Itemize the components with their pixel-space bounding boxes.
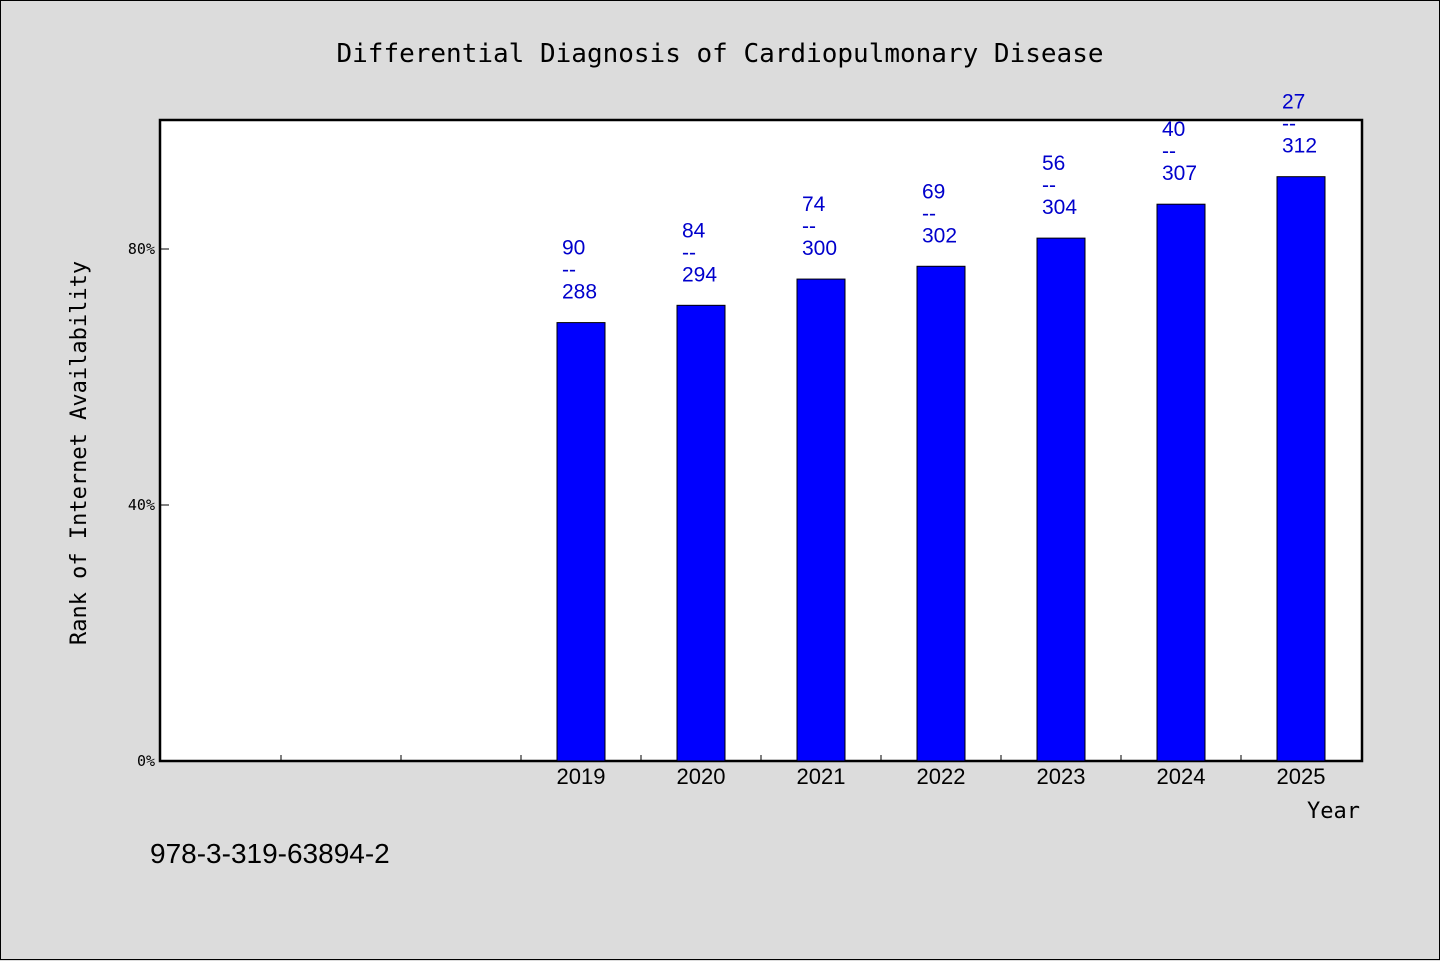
data-label-bottom: 312 [1282, 135, 1317, 158]
data-label-bottom: 300 [802, 237, 837, 260]
data-label-separator: -- [922, 202, 936, 225]
bar-2021 [796, 278, 846, 762]
data-label-separator: -- [1162, 140, 1176, 163]
x-axis-label: Year [1307, 799, 1360, 824]
x-tick-label: 2024 [1157, 764, 1206, 789]
data-label-separator: -- [802, 215, 816, 238]
data-label-bottom: 288 [562, 281, 597, 304]
data-label-top: 40 [1162, 118, 1185, 141]
data-label-top: 84 [682, 219, 706, 242]
data-label-top: 90 [562, 237, 585, 260]
y-tick-label: 80% [128, 240, 155, 258]
bar-2024 [1156, 203, 1206, 762]
data-label-top: 74 [802, 193, 826, 216]
x-tick-label: 2023 [1037, 764, 1086, 789]
data-label-bottom: 304 [1042, 196, 1077, 219]
y-tick-label: 40% [128, 496, 155, 514]
bar-2022 [916, 265, 966, 762]
y-tick-label: 0% [137, 752, 155, 770]
data-label-top: 69 [922, 180, 945, 203]
data-labels-group: 90--28884--29474--30069--30256--30440--3… [562, 91, 1317, 304]
data-label-bottom: 294 [682, 263, 717, 286]
data-label-separator: -- [682, 241, 696, 264]
footnote-isbn: 978-3-319-63894-2 [150, 838, 390, 869]
bar-2025 [1276, 176, 1326, 762]
data-label-top: 56 [1042, 152, 1065, 175]
data-label-separator: -- [1042, 174, 1056, 197]
y-ticks-group: 0% 40% 80% [128, 240, 169, 770]
y-axis-label: Rank of Internet Availability [67, 261, 92, 645]
data-label-bottom: 302 [922, 224, 957, 247]
bar-2020 [676, 304, 726, 762]
chart-title: Differential Diagnosis of Cardiopulmonar… [336, 39, 1103, 69]
bar-2023 [1036, 237, 1086, 762]
x-tick-label: 2025 [1277, 764, 1326, 789]
data-label-separator: -- [562, 259, 576, 282]
data-label-top: 27 [1282, 91, 1305, 114]
x-tick-label: 2022 [917, 764, 966, 789]
x-ticks-group: 2019 2020 2021 2022 2023 2024 2025 [280, 755, 1326, 789]
data-label-bottom: 307 [1162, 162, 1197, 185]
x-tick-label: 2020 [677, 764, 726, 789]
data-label-separator: -- [1282, 113, 1296, 136]
bars-group [556, 176, 1326, 762]
x-tick-label: 2019 [557, 764, 606, 789]
x-tick-label: 2021 [797, 764, 846, 789]
bar-2019 [556, 322, 606, 762]
